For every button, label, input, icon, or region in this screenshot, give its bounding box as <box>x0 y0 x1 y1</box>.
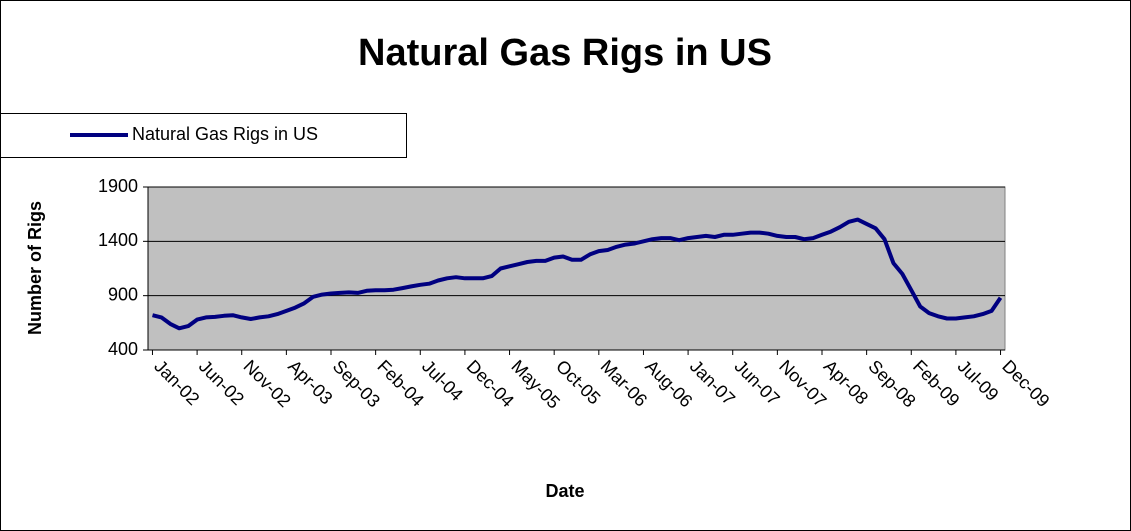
y-axis-label: Number of Rigs <box>25 201 45 335</box>
y-tick-label: 1900 <box>98 176 138 196</box>
y-tick-label: 400 <box>108 339 138 359</box>
legend-label: Natural Gas Rigs in US <box>132 124 318 144</box>
plot-area <box>147 186 1006 351</box>
chart-title: Natural Gas Rigs in US <box>358 32 772 74</box>
y-tick-label: 1400 <box>98 230 138 250</box>
x-axis-label: Date <box>545 481 584 501</box>
legend-box <box>0 113 407 158</box>
data-line <box>152 217 1003 331</box>
y-tick-label: 900 <box>108 284 138 304</box>
